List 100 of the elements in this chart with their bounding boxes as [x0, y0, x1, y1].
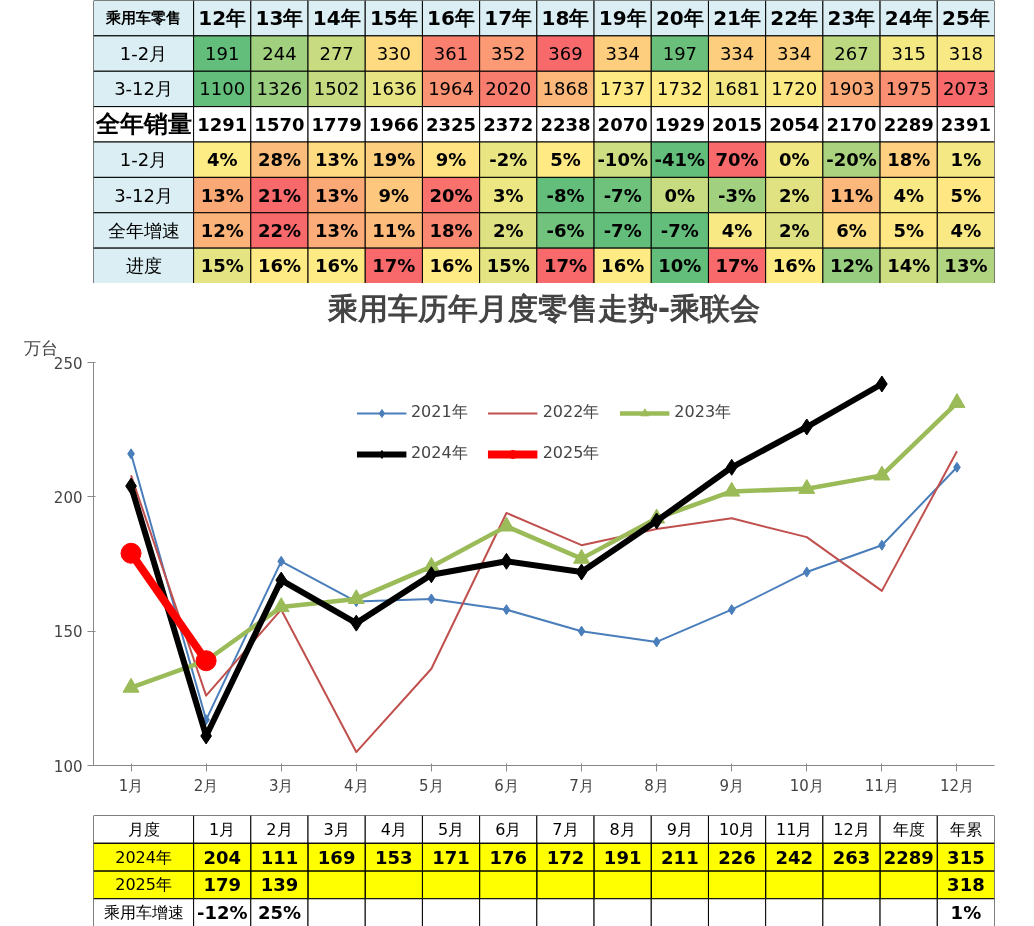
x-tick-label: 21年 [713, 6, 761, 31]
data-label: 16% [429, 255, 473, 277]
data-label: 1291 [197, 113, 248, 135]
data-label: 2015 [712, 113, 763, 135]
point [727, 604, 736, 616]
data-label: 334 [719, 43, 755, 65]
data-label: 191 [603, 846, 642, 868]
data-label: 226 [718, 846, 756, 868]
data-label: 3% [492, 184, 524, 206]
point [725, 458, 738, 476]
data-label: 369 [548, 43, 583, 65]
data-label: 4% [721, 219, 753, 241]
x-tick-label: 6月 [495, 819, 522, 839]
data-label: 197 [662, 43, 698, 65]
x-tick-label: 24年 [884, 6, 933, 31]
point [650, 512, 663, 530]
point [800, 418, 813, 436]
data-label: 4% [893, 184, 924, 206]
x-tick-label: 19年 [598, 6, 647, 31]
point [120, 542, 142, 564]
legend-label: 2022年 [542, 402, 600, 423]
data-label: 28% [257, 149, 301, 171]
data-label: 5% [893, 219, 924, 241]
data-label: 11% [829, 184, 874, 206]
point [500, 552, 513, 570]
data-label: 1720 [771, 78, 818, 100]
data-label: 2289 [883, 113, 934, 135]
y-tick-label: 150 [53, 623, 83, 642]
data-label: 10% [658, 255, 702, 277]
y-tick-label: 1-2月 [119, 149, 168, 171]
data-label: 1975 [885, 78, 932, 100]
data-label: 11% [372, 219, 416, 241]
legend-label: 2024年 [410, 443, 468, 464]
y-axis-title: 乘用车零售 [105, 9, 182, 28]
x-tick-label: 18年 [541, 6, 590, 31]
data-label: 171 [432, 846, 470, 868]
point [275, 571, 288, 589]
data-label: 330 [376, 43, 412, 65]
data-label: 4% [950, 219, 982, 241]
data-label: 18% [887, 149, 931, 171]
legend-label: 2021年 [410, 402, 468, 423]
data-label: 1326 [256, 78, 303, 100]
y-axis-title: 月度 [127, 819, 160, 839]
data-label: 2238 [540, 113, 591, 135]
point [575, 563, 588, 581]
data-label: 2372 [483, 113, 534, 135]
x-tick-label: 年累 [949, 819, 982, 839]
data-label: 315 [891, 43, 926, 65]
x-tick-label: 10月 [789, 776, 824, 795]
x-tick-label: 12年 [198, 6, 247, 31]
data-label: 20% [429, 184, 473, 206]
data-label: 139 [260, 874, 299, 896]
y-tick-label: 3-12月 [114, 78, 173, 100]
data-label: 315 [947, 846, 985, 868]
chart-title: 乘用车历年月度零售走势-乘联会 [326, 290, 761, 326]
y-tick-label: 2024年 [115, 847, 172, 867]
x-tick-label: 8月 [644, 776, 669, 795]
data-label: 2289 [883, 846, 934, 868]
y-tick-label: 1-2月 [119, 43, 168, 65]
data-label: 2170 [826, 113, 877, 135]
data-label: 5% [950, 184, 982, 206]
data-label: 1502 [313, 78, 360, 100]
data-label: 211 [661, 846, 699, 868]
point [948, 393, 966, 408]
x-tick-label: 1月 [118, 776, 144, 795]
point [350, 614, 363, 632]
x-tick-label: 13年 [255, 6, 304, 31]
data-label: 19% [372, 149, 416, 171]
x-tick-label: 16年 [427, 6, 475, 31]
point [798, 479, 816, 494]
data-label: 242 [775, 846, 814, 868]
data-label: 2020 [485, 78, 532, 100]
data-label: 1929 [654, 113, 705, 135]
data-label: 1570 [254, 113, 305, 135]
data-label: 334 [777, 43, 812, 65]
data-label: 25% [257, 902, 301, 924]
x-tick-label: 年度 [892, 819, 925, 839]
data-label: 13% [200, 184, 244, 206]
x-tick-label: 5月 [437, 819, 465, 839]
data-label: 2391 [940, 113, 991, 135]
x-tick-label: 9月 [719, 776, 744, 795]
legend-label: 2025年 [542, 443, 600, 464]
data-label: -20% [826, 149, 877, 171]
point [577, 625, 586, 637]
data-label: 18% [429, 219, 473, 241]
point [277, 555, 286, 567]
data-label: 1100 [199, 78, 246, 100]
data-label: 244 [262, 43, 297, 65]
data-label: 21% [257, 184, 301, 206]
data-label: 1868 [542, 78, 589, 100]
x-tick-label: 7月 [569, 776, 594, 795]
data-label: -7% [660, 219, 699, 241]
y-axis-title: 万台 [23, 337, 58, 358]
y-tick-label: 全年增速 [107, 219, 180, 241]
data-label: 16% [601, 255, 645, 277]
x-tick-label: 3月 [323, 819, 350, 839]
x-tick-label: 12月 [939, 776, 975, 795]
data-label: 2070 [597, 113, 648, 135]
data-label: -7% [603, 184, 642, 206]
data-label: 12% [829, 255, 874, 277]
